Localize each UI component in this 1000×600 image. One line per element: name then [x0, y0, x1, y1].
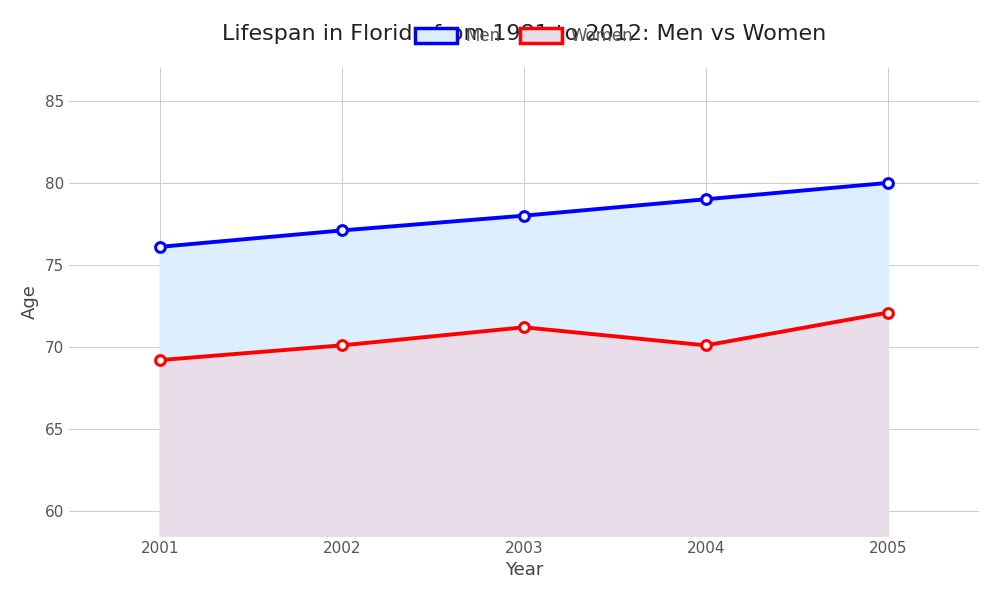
- Women: [336, 342, 348, 349]
- X-axis label: Year: Year: [505, 561, 543, 579]
- Men: [336, 227, 348, 234]
- Line: Women: Women: [155, 308, 893, 365]
- Title: Lifespan in Florida from 1981 to 2012: Men vs Women: Lifespan in Florida from 1981 to 2012: M…: [222, 24, 826, 44]
- Men: [882, 179, 894, 187]
- Men: [154, 243, 166, 250]
- Y-axis label: Age: Age: [21, 284, 39, 319]
- Women: [154, 356, 166, 364]
- Women: [518, 323, 530, 331]
- Men: [518, 212, 530, 219]
- Legend: Men, Women: Men, Women: [408, 20, 639, 52]
- Women: [882, 309, 894, 316]
- Men: [700, 196, 712, 203]
- Line: Men: Men: [155, 178, 893, 252]
- Women: [700, 342, 712, 349]
